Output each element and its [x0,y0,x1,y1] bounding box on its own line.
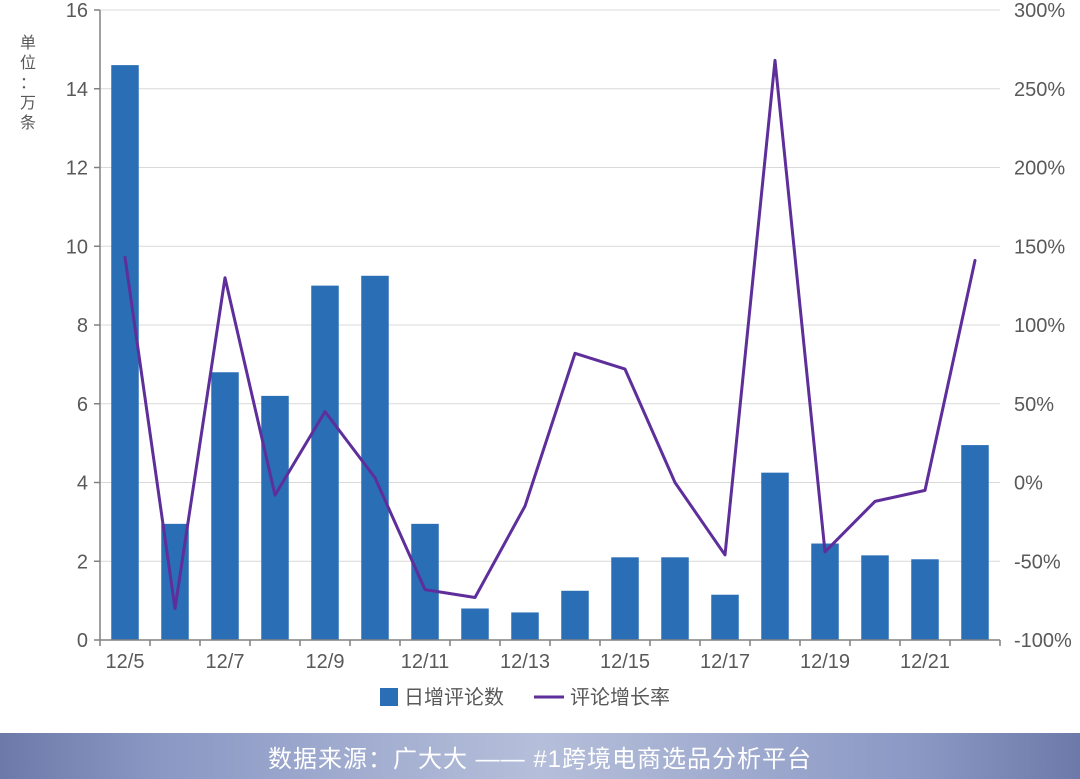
chart-container: 0 2 4 6 8 10 12 14 16 单位 ： 万条 -100% -50% 0% 50% 100% 150%… [0,0,1080,779]
x-tick-label: 12/13 [500,651,550,673]
y1-axis-title: 单 [20,34,36,52]
bar [111,65,139,640]
y1-tick-label: 14 [66,79,88,101]
bar [761,473,789,640]
bar [311,286,339,640]
x-tick-label: 12/5 [106,651,145,673]
bar [711,595,739,640]
y1-axis-title: 条 [20,114,36,132]
y1-tick-label: 6 [77,394,88,416]
y1-tick-label: 2 [77,551,88,573]
y1-tick-label: 12 [66,158,88,180]
y1-tick-label: 8 [77,315,88,337]
x-tick-label: 12/21 [900,651,950,673]
x-tick-label: 12/11 [401,651,450,673]
y1-axis-title: 万 [20,95,36,112]
bar [811,544,839,640]
x-tick-label: 12/7 [206,651,245,673]
x-tick-label: 12/15 [600,651,650,673]
bar [461,609,489,641]
growth-line [125,60,975,608]
bar [611,557,639,640]
bar [561,591,589,640]
y1-axis-title: ： [20,75,36,92]
bar [411,524,439,640]
y2-tick-label: -50% [1014,551,1061,573]
y2-tick-label: 50% [1014,394,1054,416]
y2-tick-label: 0% [1014,473,1043,495]
y2-tick-label: 150% [1014,236,1065,258]
x-tick-label: 12/19 [800,651,850,673]
bar [361,276,389,640]
y2-tick-label: 200% [1014,158,1065,180]
y2-tick-label: -100% [1014,630,1072,652]
y1-tick-label: 4 [77,473,88,495]
y1-tick-label: 0 [77,630,88,652]
x-tick-label: 12/9 [306,651,345,673]
legend-bar-swatch [380,688,398,706]
legend-line-label: 评论增长率 [570,686,670,709]
bar [911,559,939,640]
bar [261,396,289,640]
y1-tick-label: 10 [66,236,88,258]
y1-tick-label: 16 [66,0,88,22]
y2-tick-label: 300% [1014,0,1065,22]
bar [961,445,989,640]
bar [211,372,239,640]
bar [511,612,539,640]
bar [861,555,889,640]
source-text: 数据来源：广大大 —— #1跨境电商选品分析平台 [268,739,812,774]
legend-bar-label: 日增评论数 [404,686,504,709]
source-footer: 数据来源：广大大 —— #1跨境电商选品分析平台 [0,733,1080,779]
y1-axis-title: 位 [20,54,36,72]
y2-tick-label: 100% [1014,315,1065,337]
y2-tick-label: 250% [1014,79,1065,101]
x-tick-label: 12/17 [700,651,750,673]
combo-chart: 0 2 4 6 8 10 12 14 16 单位 ： 万条 -100% -50% 0% 50% 100% 150%… [0,0,1080,733]
bar [661,557,689,640]
